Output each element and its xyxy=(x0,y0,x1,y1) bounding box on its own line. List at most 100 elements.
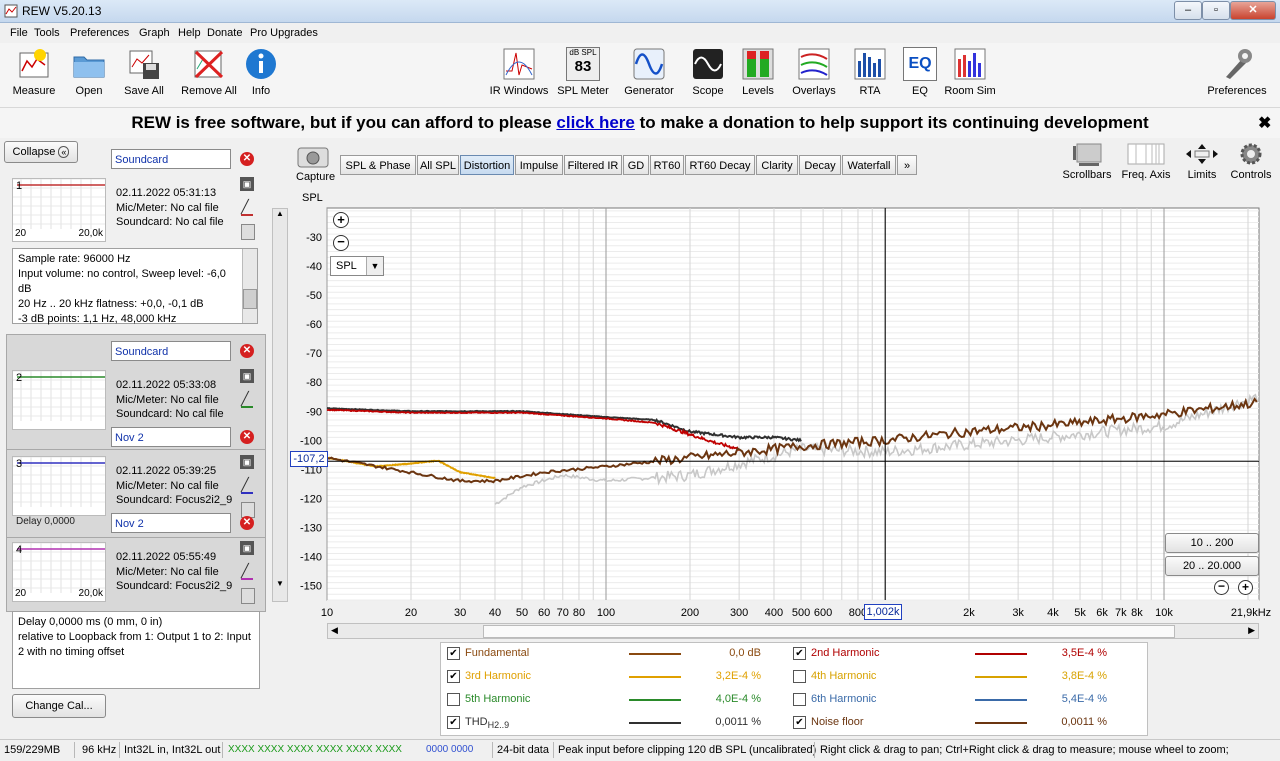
legend-checkbox[interactable]: ✔ xyxy=(447,670,460,683)
scope-button[interactable]: Scope xyxy=(688,47,728,97)
y-axis-select[interactable]: SPL ▼ xyxy=(330,256,384,276)
color-pen-icon[interactable]: ╱ xyxy=(241,200,253,216)
ir-windows-button[interactable]: IR Windows xyxy=(488,47,550,97)
collapse-button[interactable]: Collapse « xyxy=(4,141,78,163)
delay-snippet: Delay 0,0000 xyxy=(16,516,75,527)
x-tick-label: 20 xyxy=(405,607,417,619)
legend-checkbox[interactable] xyxy=(447,693,460,706)
measurement-name-input[interactable]: Nov 2 xyxy=(111,513,231,533)
graph-tab-spl-phase[interactable]: SPL & Phase xyxy=(340,155,416,175)
save-all-button[interactable]: Save All xyxy=(118,47,170,97)
mini-graph: 2 xyxy=(12,370,106,430)
menu-tools[interactable]: Tools xyxy=(34,27,60,39)
range-20-20000-button[interactable]: 20 .. 20.000 xyxy=(1165,556,1259,576)
measurement-list-scrollbar[interactable]: ▲ ▼ xyxy=(272,208,288,602)
legend-checkbox[interactable]: ✔ xyxy=(793,716,806,729)
save-measurement-icon[interactable]: ▣ xyxy=(240,369,254,383)
capture-button[interactable]: Capture xyxy=(296,146,335,183)
graph-horizontal-scrollbar[interactable]: ◀ ▶ xyxy=(327,623,1259,639)
range-10-200-button[interactable]: 10 .. 200 xyxy=(1165,533,1259,553)
save-measurement-icon[interactable]: ▣ xyxy=(240,177,254,191)
legend-value: 5,4E-4 % xyxy=(1061,693,1107,705)
close-window-button[interactable]: ✕ xyxy=(1230,1,1276,20)
graph-tab-rt60[interactable]: RT60 xyxy=(650,155,684,175)
zoom-in-x-icon[interactable]: + xyxy=(1238,580,1253,595)
color-pen-icon[interactable]: ╱ xyxy=(241,478,253,494)
measure-button[interactable]: Measure xyxy=(8,47,60,97)
graph-tab-impulse[interactable]: Impulse xyxy=(515,155,563,175)
graph-tab-clarity[interactable]: Clarity xyxy=(756,155,798,175)
overlays-button[interactable]: Overlays xyxy=(788,47,840,97)
room-sim-button[interactable]: Room Sim xyxy=(944,47,996,97)
controls-button[interactable]: Controls xyxy=(1228,142,1274,181)
donation-link[interactable]: click here xyxy=(556,113,635,132)
y-tick-label: -150 xyxy=(300,580,322,592)
info-scrollbar[interactable] xyxy=(242,249,257,323)
graph-tab-decay[interactable]: Decay xyxy=(799,155,841,175)
y-tick-label: -30 xyxy=(306,232,322,244)
legend-value: 0,0011 % xyxy=(1061,716,1107,728)
notes-icon[interactable] xyxy=(241,224,255,240)
delete-measurement-icon[interactable]: ✕ xyxy=(240,430,254,444)
menu-preferences[interactable]: Preferences xyxy=(70,27,130,39)
measurement-name-input[interactable]: Nov 2 xyxy=(111,427,231,447)
legend-checkbox[interactable]: ✔ xyxy=(793,647,806,660)
spl-meter-button[interactable]: dB SPL 83 SPL Meter xyxy=(557,47,609,97)
delete-measurement-icon[interactable]: ✕ xyxy=(240,516,254,530)
graph-tab-waterfall[interactable]: Waterfall xyxy=(842,155,896,175)
info-button[interactable]: Info xyxy=(244,47,278,97)
notes-icon[interactable] xyxy=(241,588,255,604)
graph-tab-filtered-ir[interactable]: Filtered IR xyxy=(564,155,622,175)
graph-tab-distortion[interactable]: Distortion xyxy=(460,155,514,175)
menu-donate[interactable]: Donate xyxy=(207,27,243,39)
eq-button[interactable]: EQ EQ xyxy=(902,47,938,97)
scroll-right-icon[interactable]: ▶ xyxy=(1248,625,1255,635)
graph-tab-gd[interactable]: GD xyxy=(623,155,649,175)
levels-button[interactable]: Levels xyxy=(738,47,778,97)
delete-measurement-icon[interactable]: ✕ xyxy=(240,152,254,166)
legend-swatch xyxy=(629,676,681,678)
menu-pro-upgrades[interactable]: Pro Upgrades xyxy=(250,27,318,39)
menu-file[interactable]: File xyxy=(10,27,28,39)
distortion-chart[interactable]: -30 -40 -50 -60 -70 -80 -90 -100 -110 -120 -130 -14… xyxy=(290,200,1274,624)
legend-label: 3rd Harmonic xyxy=(465,670,532,682)
graph-tab--[interactable]: » xyxy=(897,155,917,175)
generator-button[interactable]: Generator xyxy=(622,47,676,97)
legend-checkbox[interactable] xyxy=(793,670,806,683)
camera-icon xyxy=(297,147,329,168)
rta-button[interactable]: RTA xyxy=(852,47,888,97)
scrollbars-button[interactable]: Scrollbars xyxy=(1062,142,1112,181)
scroll-thumb[interactable] xyxy=(483,625,1175,638)
measurement-name-input[interactable]: Soundcard xyxy=(111,149,231,169)
save-measurement-icon[interactable]: ▣ xyxy=(240,541,254,555)
zoom-out-y-icon[interactable]: − xyxy=(333,235,349,251)
limits-button[interactable]: Limits xyxy=(1182,142,1222,181)
bit-depth-status: 24-bit data xyxy=(497,744,549,756)
graph-tab-rt60-decay[interactable]: RT60 Decay xyxy=(685,155,755,175)
close-banner-icon[interactable]: ✖ xyxy=(1258,115,1272,132)
zoom-out-x-icon[interactable]: − xyxy=(1214,580,1229,595)
legend-checkbox[interactable] xyxy=(793,693,806,706)
scroll-left-icon[interactable]: ◀ xyxy=(331,625,338,635)
minimize-button[interactable]: – xyxy=(1174,1,1202,20)
menu-graph[interactable]: Graph xyxy=(139,27,170,39)
preferences-button[interactable]: Preferences xyxy=(1204,47,1270,97)
freq-axis-button[interactable]: Freq. Axis xyxy=(1118,142,1174,181)
remove-all-button[interactable]: Remove All xyxy=(178,47,240,97)
zoom-in-y-icon[interactable]: + xyxy=(333,212,349,228)
open-button[interactable]: Open xyxy=(66,47,112,97)
scope-icon xyxy=(693,49,723,79)
save-measurement-icon[interactable]: ▣ xyxy=(240,455,254,469)
measurement-name-input[interactable]: Soundcard xyxy=(111,341,231,361)
legend-checkbox[interactable]: ✔ xyxy=(447,647,460,660)
delete-measurement-icon[interactable]: ✕ xyxy=(240,344,254,358)
change-cal-button[interactable]: Change Cal... xyxy=(12,694,106,718)
legend-checkbox[interactable]: ✔ xyxy=(447,716,460,729)
graph-tab-all-spl[interactable]: All SPL xyxy=(417,155,459,175)
legend-swatch xyxy=(629,699,681,701)
color-pen-icon[interactable]: ╱ xyxy=(241,564,253,580)
menu-help[interactable]: Help xyxy=(178,27,201,39)
maximize-button[interactable]: ▫ xyxy=(1202,1,1230,20)
y-tick-label: -120 xyxy=(300,493,322,505)
color-pen-icon[interactable]: ╱ xyxy=(241,392,253,408)
